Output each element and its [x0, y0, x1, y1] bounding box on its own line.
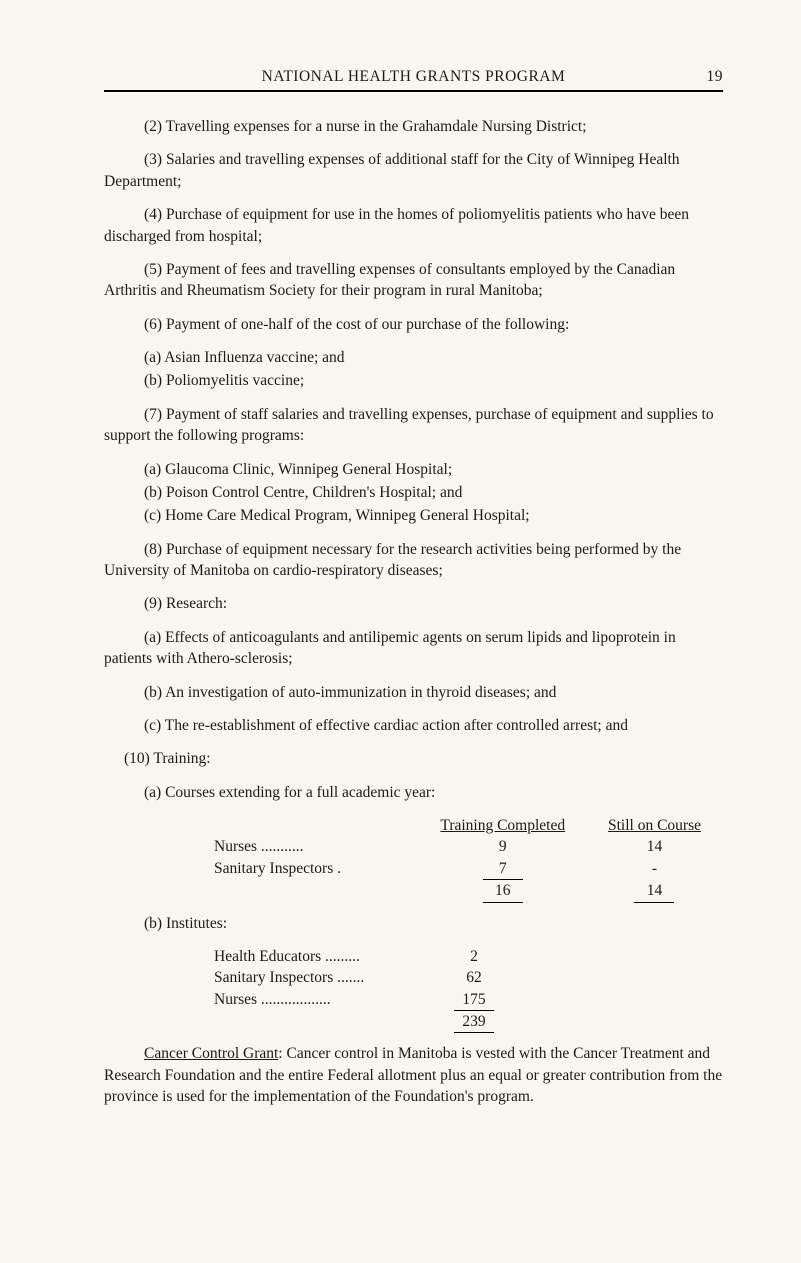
item-10: (10) Training:: [84, 748, 723, 769]
item-7c: (c) Home Care Medical Program, Winnipeg …: [144, 505, 723, 526]
item-5: (5) Payment of fees and travelling expen…: [104, 259, 723, 302]
item-10b: (b) Institutes:: [104, 913, 723, 934]
item-3: (3) Salaries and travelling expenses of …: [104, 149, 723, 192]
table-b-total-blank: [214, 1011, 444, 1033]
closing-lead: Cancer Control Grant: [144, 1045, 278, 1062]
item-9c: (c) The re-establishment of effective ca…: [104, 715, 723, 736]
item-4: (4) Purchase of equipment for use in the…: [104, 204, 723, 247]
table-b-r1-c1: 62: [444, 967, 504, 988]
table-a-r1-c2: -: [586, 858, 723, 880]
item-10a: (a) Courses extending for a full academi…: [104, 782, 723, 803]
running-title: NATIONAL HEALTH GRANTS PROGRAM: [144, 68, 683, 86]
table-a-header-row: Training Completed Still on Course: [214, 815, 723, 836]
table-b-r2-label: Nurses ..................: [214, 989, 444, 1011]
table-a-header-blank: [214, 815, 420, 836]
table-a-r0-c2: 14: [586, 836, 723, 857]
table-b-r0-c1: 2: [444, 946, 504, 967]
training-table-b: Health Educators ......... 2 Sanitary In…: [214, 946, 723, 1034]
table-b-r0-label: Health Educators .........: [214, 946, 444, 967]
table-b-r2-c1-val: 175: [454, 989, 494, 1011]
item-7: (7) Payment of staff salaries and travel…: [104, 404, 723, 447]
page-number: 19: [683, 68, 723, 86]
table-a-r1-label: Sanitary Inspectors .: [214, 858, 420, 880]
table-b-r2-c1: 175: [444, 989, 504, 1011]
table-a-r1-c1-val: 7: [483, 858, 523, 880]
table-row: Health Educators ......... 2: [214, 946, 723, 967]
table-a-header-c2: Still on Course: [586, 815, 723, 836]
running-head: NATIONAL HEALTH GRANTS PROGRAM 19: [104, 68, 723, 92]
table-a-header-c1-text: Training Completed: [440, 817, 565, 834]
table-b-total-row: 239: [214, 1011, 723, 1033]
item-8: (8) Purchase of equipment necessary for …: [104, 539, 723, 582]
table-row: Nurses ........... 9 14: [214, 836, 723, 857]
table-a-r0-c1: 9: [420, 836, 586, 857]
table-a-header-c2-text: Still on Course: [608, 817, 701, 834]
page: NATIONAL HEALTH GRANTS PROGRAM 19 (2) Tr…: [0, 0, 801, 1263]
table-b-total-c1-val: 239: [454, 1011, 494, 1033]
closing-paragraph: Cancer Control Grant: Cancer control in …: [104, 1043, 723, 1107]
table-b-total-c1: 239: [444, 1011, 504, 1033]
table-row: Nurses .................. 175: [214, 989, 723, 1011]
item-9a: (a) Effects of anticoagulants and antili…: [104, 627, 723, 670]
table-a-total-row: 16 14: [214, 880, 723, 902]
item-7b: (b) Poison Control Centre, Children's Ho…: [144, 482, 723, 503]
item-2: (2) Travelling expenses for a nurse in t…: [104, 116, 723, 137]
table-a-total-c1-val: 16: [483, 880, 523, 902]
table-row: Sanitary Inspectors . 7 -: [214, 858, 723, 880]
table-a-r0-label: Nurses ...........: [214, 836, 420, 857]
item-9: (9) Research:: [104, 593, 723, 614]
table-a-r1-c1: 7: [420, 858, 586, 880]
table-a-header-c1: Training Completed: [420, 815, 586, 836]
item-9b: (b) An investigation of auto-immunizatio…: [104, 682, 723, 703]
training-table-a: Training Completed Still on Course Nurse…: [214, 815, 723, 903]
table-a-total-c2-val: 14: [634, 880, 674, 902]
table-a-total-c1: 16: [420, 880, 586, 902]
table-row: Sanitary Inspectors ....... 62: [214, 967, 723, 988]
item-7a: (a) Glaucoma Clinic, Winnipeg General Ho…: [144, 459, 723, 480]
table-a-total-c2: 14: [586, 880, 723, 902]
item-6b: (b) Poliomyelitis vaccine;: [144, 370, 723, 391]
table-b-r1-label: Sanitary Inspectors .......: [214, 967, 444, 988]
table-a-total-blank: [214, 880, 420, 902]
item-6a: (a) Asian Influenza vaccine; and: [144, 347, 723, 368]
item-6: (6) Payment of one-half of the cost of o…: [104, 314, 723, 335]
